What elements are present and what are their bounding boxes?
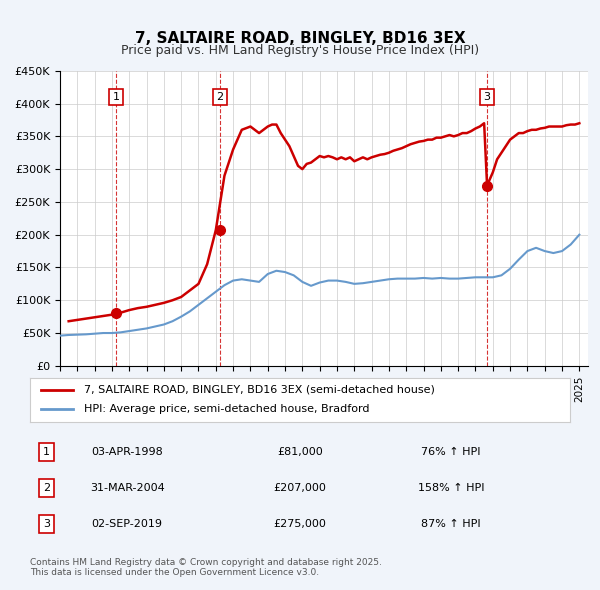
Text: Contains HM Land Registry data © Crown copyright and database right 2025.
This d: Contains HM Land Registry data © Crown c…	[30, 558, 382, 577]
Text: 03-APR-1998: 03-APR-1998	[91, 447, 163, 457]
Text: Price paid vs. HM Land Registry's House Price Index (HPI): Price paid vs. HM Land Registry's House …	[121, 44, 479, 57]
Text: 02-SEP-2019: 02-SEP-2019	[92, 519, 163, 529]
Text: 3: 3	[484, 92, 491, 102]
Text: 158% ↑ HPI: 158% ↑ HPI	[418, 483, 484, 493]
Text: 7, SALTAIRE ROAD, BINGLEY, BD16 3EX (semi-detached house): 7, SALTAIRE ROAD, BINGLEY, BD16 3EX (sem…	[84, 385, 435, 395]
Text: 3: 3	[43, 519, 50, 529]
Text: £275,000: £275,000	[274, 519, 326, 529]
Text: 1: 1	[43, 447, 50, 457]
Text: 2: 2	[217, 92, 224, 102]
Text: £207,000: £207,000	[274, 483, 326, 493]
Text: £81,000: £81,000	[277, 447, 323, 457]
Text: HPI: Average price, semi-detached house, Bradford: HPI: Average price, semi-detached house,…	[84, 405, 370, 414]
Text: 76% ↑ HPI: 76% ↑ HPI	[421, 447, 481, 457]
Text: 2: 2	[43, 483, 50, 493]
Text: 31-MAR-2004: 31-MAR-2004	[90, 483, 164, 493]
Text: 1: 1	[113, 92, 120, 102]
Text: 87% ↑ HPI: 87% ↑ HPI	[421, 519, 481, 529]
Text: 7, SALTAIRE ROAD, BINGLEY, BD16 3EX: 7, SALTAIRE ROAD, BINGLEY, BD16 3EX	[134, 31, 466, 46]
